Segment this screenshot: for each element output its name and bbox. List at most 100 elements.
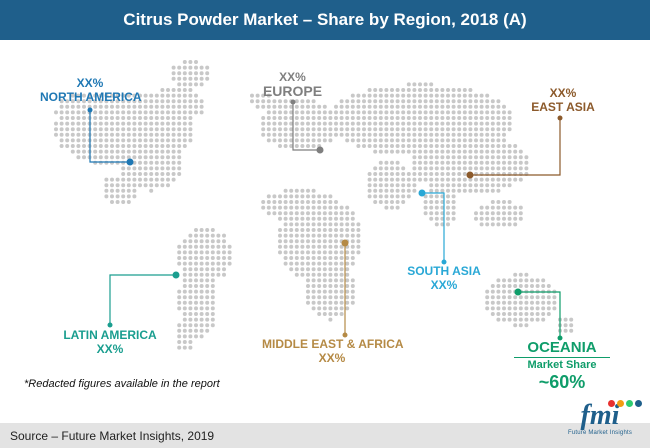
map-dot bbox=[429, 211, 434, 216]
map-dot bbox=[188, 93, 193, 98]
map-dot bbox=[334, 200, 338, 204]
map-dot bbox=[311, 99, 316, 104]
map-dot bbox=[418, 88, 422, 92]
map-dot bbox=[507, 278, 512, 283]
map-dot bbox=[507, 177, 512, 182]
map-dot bbox=[177, 121, 182, 126]
map-dot bbox=[322, 295, 327, 300]
map-dot bbox=[272, 127, 277, 132]
map-dot bbox=[182, 340, 187, 344]
map-dot bbox=[462, 116, 467, 120]
map-dot bbox=[171, 88, 176, 92]
map-dot bbox=[199, 71, 204, 76]
map-dot bbox=[406, 88, 411, 92]
map-dot bbox=[149, 121, 154, 126]
map-dot bbox=[485, 211, 490, 216]
map-dot bbox=[440, 188, 445, 193]
map-dot bbox=[373, 172, 378, 176]
map-dot bbox=[194, 71, 198, 76]
map-dot bbox=[384, 104, 389, 109]
map-dot bbox=[328, 116, 333, 120]
map-dot bbox=[143, 99, 148, 104]
footer: Source – Future Market Insights, 2019 bbox=[0, 423, 650, 448]
map-dot bbox=[132, 177, 137, 182]
map-dot bbox=[194, 317, 198, 322]
map-dot bbox=[423, 132, 428, 137]
map-dot bbox=[378, 93, 383, 98]
map-dot bbox=[121, 149, 126, 154]
map-dot bbox=[390, 194, 394, 199]
map-dot bbox=[283, 127, 288, 132]
map-dot bbox=[222, 261, 226, 266]
map-dot bbox=[121, 104, 126, 109]
map-dot bbox=[121, 127, 126, 132]
map-dot bbox=[160, 160, 165, 165]
map-dot bbox=[485, 205, 490, 210]
map-dot bbox=[110, 177, 114, 182]
map-dot bbox=[334, 205, 338, 210]
map-dot bbox=[132, 194, 137, 199]
map-dot bbox=[104, 116, 109, 120]
map-dot bbox=[513, 155, 518, 160]
map-dot bbox=[289, 233, 294, 238]
map-dot bbox=[328, 127, 333, 132]
map-dot bbox=[546, 300, 551, 305]
map-dot bbox=[283, 104, 288, 109]
map-dot bbox=[384, 116, 389, 120]
map-dot bbox=[171, 116, 176, 120]
map-dot bbox=[496, 222, 501, 227]
map-dot bbox=[345, 211, 350, 216]
map-dot bbox=[227, 256, 232, 260]
map-dot bbox=[166, 104, 170, 109]
map-dot bbox=[518, 306, 523, 311]
map-dot bbox=[328, 272, 333, 277]
map-dot bbox=[429, 88, 434, 92]
map-dot bbox=[552, 300, 557, 305]
map-dot bbox=[524, 166, 529, 171]
map-dot bbox=[199, 256, 204, 260]
south-asia-name: SOUTH ASIA bbox=[407, 264, 481, 278]
north-america-label: XX% NORTH AMERICA bbox=[40, 76, 142, 104]
map-dot bbox=[59, 121, 64, 126]
map-dot bbox=[446, 166, 450, 171]
map-dot bbox=[188, 127, 193, 132]
map-dot bbox=[507, 211, 512, 216]
map-dot bbox=[322, 132, 327, 137]
map-dot bbox=[278, 99, 282, 104]
map-dot bbox=[485, 132, 490, 137]
map-dot bbox=[513, 306, 518, 311]
map-dot bbox=[339, 295, 344, 300]
map-dot bbox=[132, 188, 137, 193]
map-dot bbox=[406, 121, 411, 126]
map-dot bbox=[502, 121, 506, 126]
map-dot bbox=[261, 127, 266, 132]
map-dot bbox=[216, 256, 221, 260]
map-dot bbox=[283, 110, 288, 115]
map-dot bbox=[115, 138, 120, 143]
map-dot bbox=[177, 116, 182, 120]
map-dot bbox=[328, 110, 333, 115]
map-dot bbox=[479, 222, 484, 227]
map-dot bbox=[423, 127, 428, 132]
map-dot bbox=[474, 149, 478, 154]
map-dot bbox=[334, 284, 338, 288]
map-dot bbox=[289, 110, 294, 115]
map-dot bbox=[322, 239, 327, 244]
map-dot bbox=[126, 116, 131, 120]
map-dot bbox=[143, 104, 148, 109]
map-dot bbox=[350, 284, 355, 288]
map-dot bbox=[306, 300, 310, 305]
map-dot bbox=[496, 312, 501, 316]
map-dot bbox=[485, 155, 490, 160]
map-dot bbox=[154, 116, 159, 120]
map-dot bbox=[65, 144, 70, 148]
map-dot bbox=[300, 216, 305, 221]
map-dot bbox=[322, 228, 327, 232]
map-dot bbox=[446, 155, 450, 160]
map-dot bbox=[479, 216, 484, 221]
map-dot bbox=[345, 216, 350, 221]
map-dot bbox=[126, 183, 131, 188]
map-dot bbox=[490, 188, 495, 193]
map-dot bbox=[177, 132, 182, 137]
map-dot bbox=[177, 172, 182, 176]
